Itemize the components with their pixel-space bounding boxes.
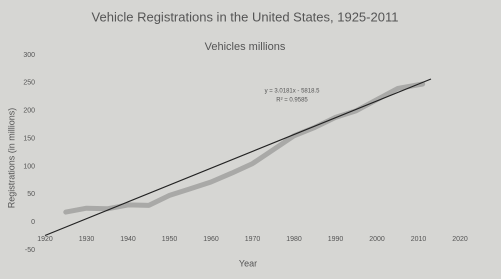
y-tick-label: 50 bbox=[27, 191, 35, 198]
y-tick-label: 100 bbox=[23, 163, 35, 170]
x-tick-label: 2000 bbox=[369, 236, 385, 243]
y-tick-label: 200 bbox=[23, 108, 35, 115]
trendline-equation: y = 3.0181x - 5818.5 bbox=[265, 89, 321, 95]
data-line bbox=[63, 81, 426, 215]
chart-subtitle: Vehicles millions bbox=[205, 41, 286, 53]
y-tick-label: -50 bbox=[25, 247, 35, 254]
x-tick-label: 1980 bbox=[286, 236, 302, 243]
trendline bbox=[44, 78, 432, 237]
y-tick-label: 150 bbox=[23, 135, 35, 142]
y-tick-label: 250 bbox=[23, 80, 35, 87]
x-tick-label: 1990 bbox=[328, 236, 344, 243]
x-tick-label: 1970 bbox=[245, 236, 261, 243]
x-tick-label: 1950 bbox=[162, 236, 178, 243]
x-tick-label: 1930 bbox=[79, 236, 95, 243]
x-axis-label: Year bbox=[239, 258, 257, 268]
x-tick-label: 2020 bbox=[452, 236, 468, 243]
y-tick-label: 0 bbox=[31, 219, 35, 226]
x-tick-label: 2010 bbox=[411, 236, 427, 243]
x-tick-label: 1920 bbox=[37, 236, 53, 243]
trendline-r2: R² = 0.9585 bbox=[276, 98, 308, 104]
x-tick-label: 1960 bbox=[203, 236, 219, 243]
y-axis-label: Registrations (in millions) bbox=[6, 108, 16, 209]
y-tick-label: 300 bbox=[23, 52, 35, 59]
x-tick-label: 1940 bbox=[120, 236, 136, 243]
chart-title: Vehicle Registrations in the United Stat… bbox=[92, 9, 399, 24]
